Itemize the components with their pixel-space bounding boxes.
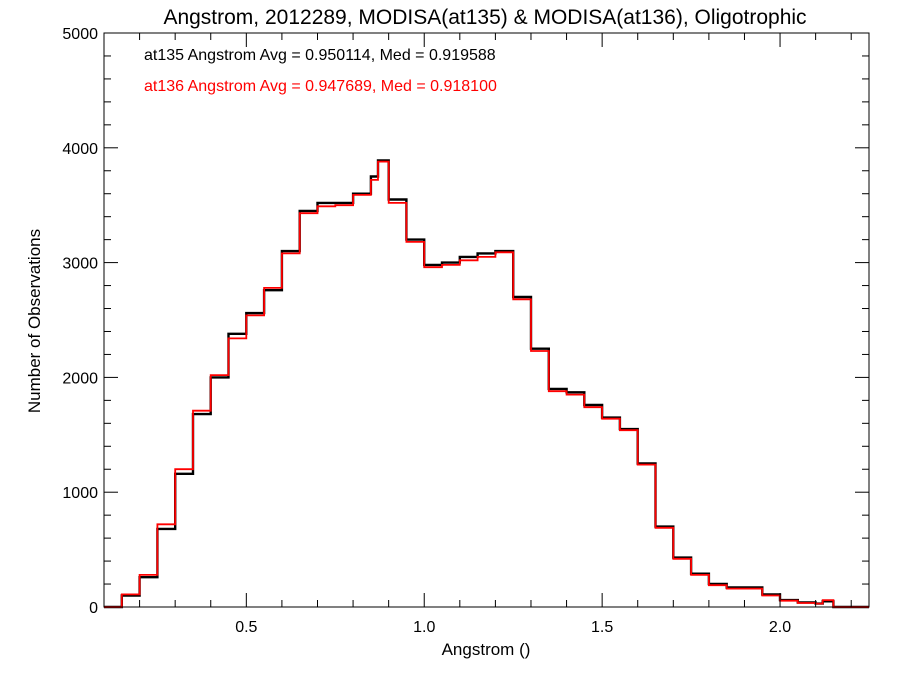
y-tick-label: 2000 — [62, 370, 98, 387]
y-tick-label: 0 — [89, 600, 98, 617]
annotation-at135: at135 Angstrom Avg = 0.950114, Med = 0.9… — [144, 47, 496, 64]
axes-layer: 0.5 1.0 1.5 2.0 0 1000 2000 3000 4000 5000 — [62, 26, 869, 636]
plot-frame — [103, 32, 870, 608]
x-tick-label: 0.5 — [235, 619, 257, 636]
y-tick-label: 3000 — [62, 256, 98, 273]
annotation-at136: at136 Angstrom Avg = 0.947689, Med = 0.9… — [144, 78, 497, 95]
y-tick-label: 5000 — [62, 26, 98, 43]
x-axis-label: Angstrom () — [442, 640, 531, 659]
chart-title: Angstrom, 2012289, MODISA(at135) & MODIS… — [163, 6, 806, 29]
y-axis-label: Number of Observations — [25, 229, 44, 413]
x-tick-label: 2.0 — [769, 619, 791, 636]
series-line-1 — [104, 160, 869, 608]
y-tick-label: 1000 — [62, 485, 98, 502]
series-layer — [104, 159, 869, 609]
x-tick-label: 1.5 — [591, 619, 613, 636]
series-line-0 — [104, 159, 869, 609]
x-tick-label: 1.0 — [413, 619, 435, 636]
y-tick-label: 4000 — [62, 141, 98, 158]
